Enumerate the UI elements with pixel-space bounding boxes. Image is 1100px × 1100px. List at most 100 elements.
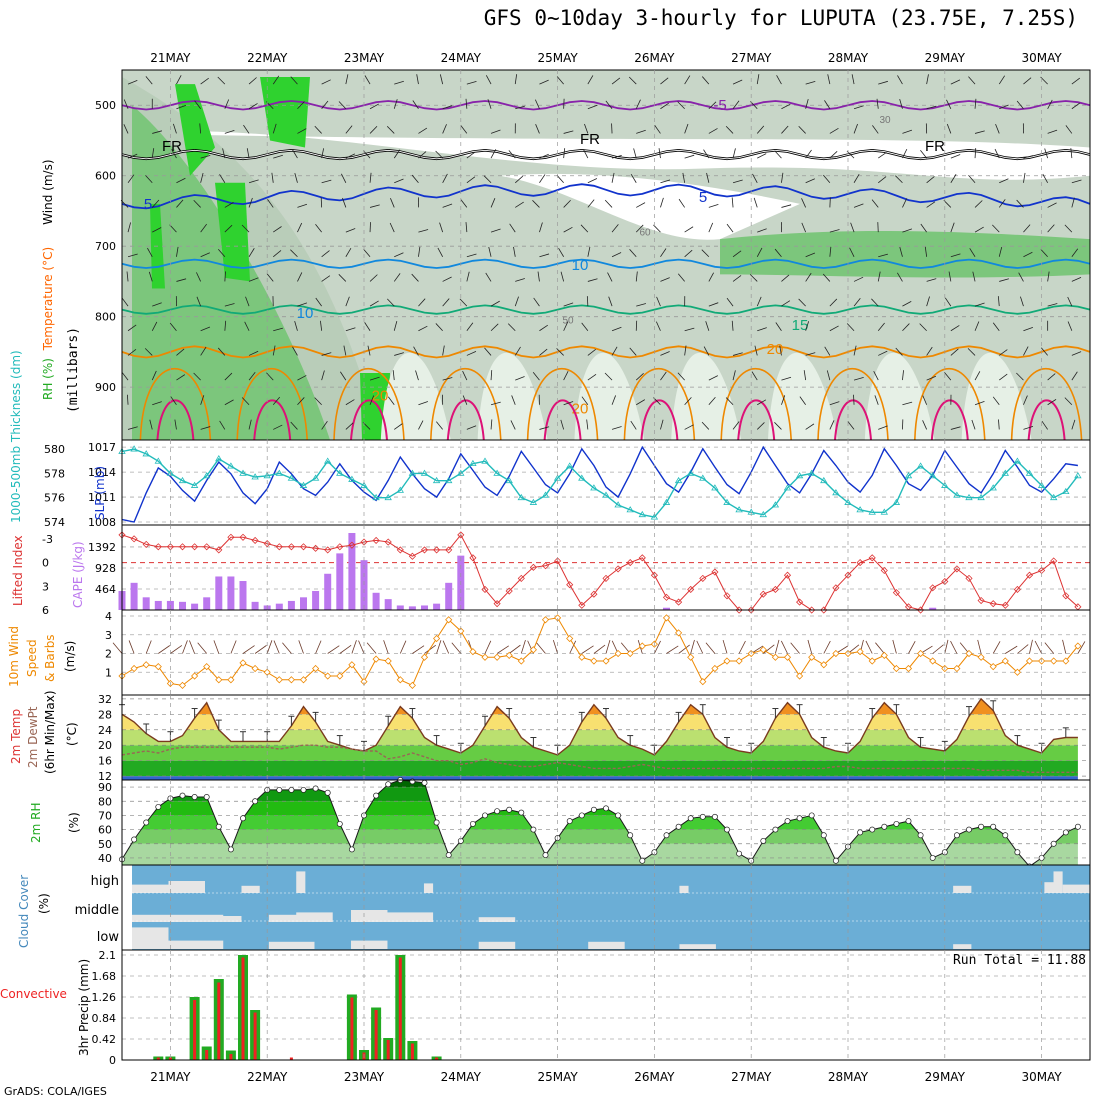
wind-barb	[394, 423, 403, 430]
wind-barb	[853, 377, 864, 381]
wind-barb	[757, 399, 767, 406]
thickness-marker	[287, 474, 296, 481]
wind-speed-marker	[336, 672, 344, 680]
wind-barb	[950, 174, 957, 183]
wind-barb	[944, 372, 952, 381]
wind-barb	[248, 197, 253, 208]
lifted-index-marker	[868, 554, 876, 562]
rh-marker	[336, 820, 343, 827]
wind-barb	[725, 125, 734, 134]
cape-bar	[142, 597, 150, 610]
cloud-block	[296, 871, 306, 893]
date-label-bottom: 23MAY	[344, 1070, 385, 1084]
wind-barb	[628, 76, 637, 85]
wind-barb	[200, 395, 205, 405]
rh-y-tick: 60	[98, 824, 112, 837]
lifted-index-marker	[977, 596, 985, 605]
wind-barb	[902, 323, 910, 332]
wind-barb	[805, 80, 816, 85]
wind-speed-marker	[662, 614, 671, 622]
rh-90-band	[175, 84, 215, 176]
wind-barb	[248, 248, 255, 257]
lifted-index-marker	[142, 540, 150, 548]
wind-barb	[829, 150, 838, 159]
wind-speed-marker	[408, 681, 416, 689]
wind-barb	[320, 320, 323, 331]
lifted-index-marker	[578, 601, 586, 609]
wind-barb	[853, 394, 855, 405]
wind-barb	[173, 123, 177, 134]
lifted-index-marker	[481, 585, 489, 594]
wind-barb	[877, 322, 885, 332]
thickness-marker	[953, 491, 961, 498]
lifted-index-marker	[989, 600, 997, 608]
wind-speed-marker	[614, 649, 622, 658]
wind-speed-marker	[929, 657, 937, 665]
rh-marker	[276, 786, 283, 793]
wind-barb	[563, 226, 573, 233]
wind-barb	[708, 375, 718, 381]
wind-barb	[435, 323, 443, 332]
lifted-index-marker	[130, 535, 138, 543]
lifted-index-marker	[687, 585, 695, 594]
wind-barb	[563, 199, 571, 208]
wind-barb	[749, 274, 758, 282]
thickness-marker	[251, 473, 259, 480]
wind-barb	[611, 77, 621, 85]
cape-bar	[408, 606, 416, 610]
wind-barb	[560, 271, 565, 282]
date-label-top: 30MAY	[1021, 51, 1062, 65]
wind-barb	[490, 198, 496, 208]
wind-barb	[200, 252, 210, 258]
thickness-marker	[674, 476, 683, 484]
wind-barb	[992, 322, 1000, 332]
wind-barb-10m	[197, 642, 208, 654]
wind-barb	[708, 272, 714, 282]
rh-y-tick: 70	[98, 809, 112, 822]
wind-barb	[415, 370, 419, 381]
cape-bar	[275, 603, 283, 610]
wind-barb	[611, 224, 619, 233]
temp-ylabel-line2: 2m DewPt	[26, 706, 40, 768]
wind-barb	[732, 370, 736, 381]
wind-barb	[364, 75, 371, 85]
wind-speed-marker	[1025, 657, 1034, 665]
wind-barb	[805, 352, 816, 356]
wind-barb	[321, 352, 332, 356]
rh-marker	[736, 850, 743, 857]
thickness-marker	[686, 469, 695, 476]
wind-barb	[750, 101, 758, 110]
slp-ylabel-text: SLP (mb)	[93, 466, 107, 520]
wind-barb	[292, 346, 298, 356]
cloud-block	[588, 941, 625, 949]
warm-contour	[930, 399, 969, 441]
wind-barb	[853, 203, 864, 208]
upper-y-tick: 700	[95, 240, 116, 253]
date-label-top: 27MAY	[731, 51, 772, 65]
wind-barb	[677, 273, 685, 282]
cloud-block	[296, 912, 333, 922]
date-label-top: 29MAY	[925, 51, 966, 65]
lifted-index-marker	[360, 538, 368, 546]
cape-bar	[130, 582, 138, 610]
wind-barb	[345, 153, 356, 159]
wind-speed-marker	[735, 657, 743, 665]
rh-marker	[796, 815, 803, 822]
thickness-marker	[735, 506, 743, 513]
wind-barb	[364, 322, 371, 331]
wind-barb	[999, 178, 1009, 184]
wind-barb	[919, 323, 927, 332]
cape-bar	[336, 553, 344, 610]
lifted-index-marker	[965, 574, 973, 582]
wind-barb	[466, 80, 477, 85]
wind-barb	[878, 80, 888, 85]
wind-barb	[774, 150, 782, 159]
wind-barb	[587, 278, 598, 282]
wind-barb	[272, 75, 280, 85]
wind-barb	[611, 155, 622, 159]
wind-barb-10m	[282, 642, 292, 654]
wind-barb-10m	[892, 639, 897, 654]
wind-barb	[926, 201, 936, 208]
wind-barb	[756, 296, 762, 307]
cape-bar	[239, 581, 247, 610]
